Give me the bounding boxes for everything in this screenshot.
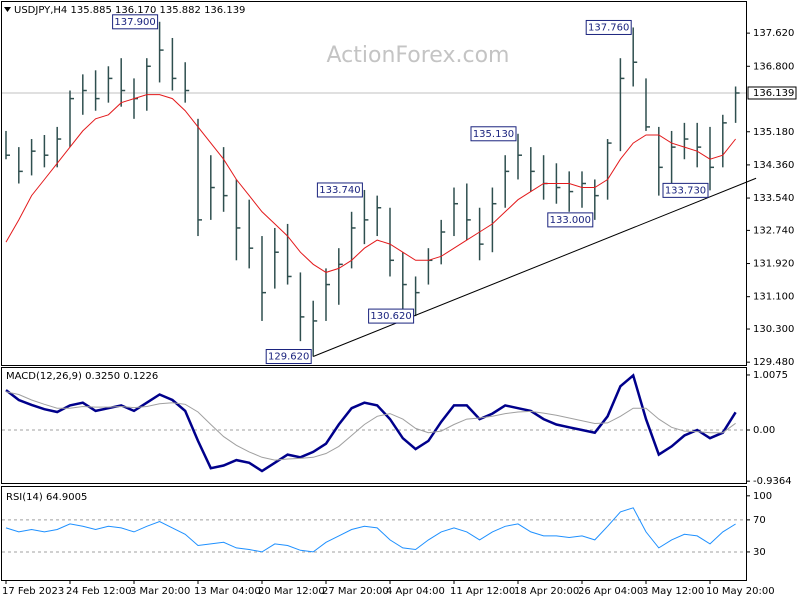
x-tick-label: 13 Mar 04:00	[194, 586, 261, 597]
price-annotation: 129.620	[268, 352, 309, 363]
price-annotation-box	[662, 182, 709, 198]
macd-panel	[1, 367, 747, 484]
indicator-line	[5, 391, 736, 461]
y-tick-label: 70	[753, 515, 766, 526]
trendline	[313, 177, 757, 357]
price-annotation: 137.760	[588, 22, 629, 33]
price-annotation-box	[368, 308, 415, 324]
price-annotation: 137.900	[114, 17, 155, 28]
x-tick-label: 24 Feb 12:00	[66, 586, 132, 597]
price-annotation: 133.730	[665, 185, 706, 196]
indicator-line	[5, 507, 736, 553]
macd-title: MACD(12,26,9) 0.3250 0.1226	[6, 371, 158, 382]
price-annotation-box	[547, 212, 594, 228]
indicator-line	[5, 373, 737, 473]
last-price-box	[747, 86, 797, 100]
x-tick-label: 18 Apr 20:00	[514, 586, 579, 597]
x-tick-label: 4 Apr 04:00	[386, 586, 445, 597]
price-annotation: 133.740	[319, 185, 360, 196]
rsi-title: RSI(14) 64.9005	[6, 492, 87, 503]
price-annotation-box	[470, 126, 517, 142]
menu-arrow	[4, 7, 11, 12]
y-tick-label: 132.740	[753, 225, 794, 236]
last-price-label: 136.139	[753, 88, 794, 99]
y-tick-label: 129.480	[753, 357, 794, 368]
y-tick-label: 130.300	[753, 324, 794, 335]
y-tick-label: 131.100	[753, 292, 794, 303]
rsi-panel	[1, 486, 747, 581]
y-tick-label: 136.800	[753, 61, 794, 72]
y-tick-label: 30	[753, 547, 766, 558]
y-tick-label: 100	[753, 491, 772, 502]
y-tick-label: 0.00	[753, 425, 775, 436]
price-annotation-box	[265, 349, 312, 365]
price-annotation-box	[585, 19, 632, 35]
chart-title: USDJPY,H4 135.885 136.170 135.882 136.13…	[14, 5, 245, 16]
price-panel	[1, 1, 747, 366]
y-tick-label: 133.540	[753, 193, 794, 204]
x-tick-label: 11 Apr 12:00	[450, 586, 515, 597]
y-tick-label: 131.920	[753, 259, 794, 270]
price-annotation: 130.620	[370, 311, 411, 322]
price-annotation-box	[112, 14, 159, 30]
x-tick-label: 27 Mar 20:00	[322, 586, 389, 597]
y-tick-label: 135.180	[753, 127, 794, 138]
price-annotation: 135.130	[473, 129, 514, 140]
y-tick-label: -0.9364	[753, 476, 792, 487]
price-annotation: 133.000	[550, 215, 591, 226]
x-tick-label: 26 Apr 04:00	[578, 586, 643, 597]
x-tick-label: 10 May 20:00	[706, 586, 775, 597]
x-tick-label: 17 Feb 2023	[2, 586, 64, 597]
x-tick-label: 3 May 12:00	[642, 586, 704, 597]
y-tick-label: 134.360	[753, 160, 794, 171]
x-tick-label: 3 Mar 20:00	[130, 586, 190, 597]
y-tick-label: 1.0075	[753, 370, 788, 381]
x-tick-label: 20 Mar 12:00	[258, 586, 325, 597]
price-annotation-box	[316, 182, 363, 198]
y-tick-label: 137.620	[753, 28, 794, 39]
watermark: ActionForex.com	[327, 43, 510, 68]
moving-average	[5, 94, 736, 273]
